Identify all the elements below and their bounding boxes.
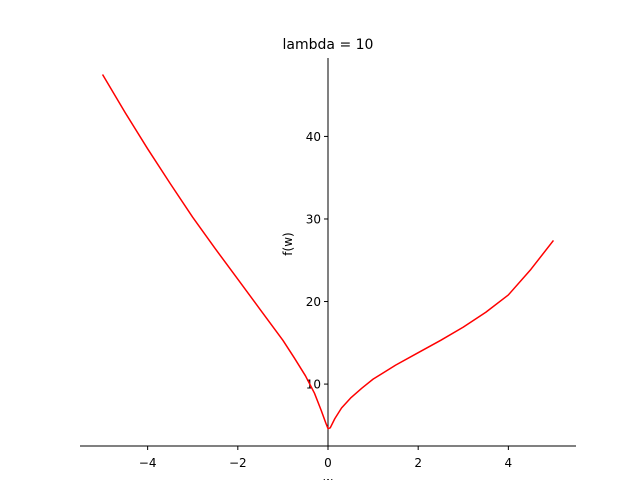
y-tick-label: 40 — [306, 130, 321, 144]
series-group — [101, 74, 555, 430]
y-tick-label: 30 — [306, 212, 321, 226]
x-axis-label: w — [323, 475, 333, 480]
chart-title: lambda = 10 — [283, 37, 374, 53]
axes — [80, 58, 576, 447]
y-tick-label: 10 — [306, 378, 321, 392]
x-ticks: −4 −2 0 2 4 — [139, 446, 512, 470]
x-tick-label: 2 — [414, 456, 422, 470]
x-tick-label: 4 — [505, 456, 513, 470]
x-tick-label: −4 — [139, 456, 157, 470]
x-tick-label: −2 — [229, 456, 247, 470]
y-ticks: 10 20 30 40 — [306, 130, 328, 392]
series-line — [101, 74, 555, 430]
y-tick-label: 20 — [306, 295, 321, 309]
x-tick-label: 0 — [324, 456, 332, 470]
y-axis-label: f(w) — [281, 232, 295, 255]
